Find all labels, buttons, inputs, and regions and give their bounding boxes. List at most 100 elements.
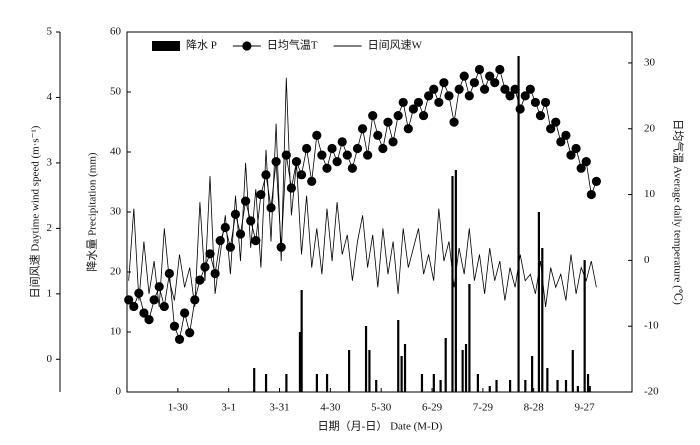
temp-marker bbox=[444, 91, 454, 101]
temp-marker bbox=[185, 328, 195, 338]
precip-axis-title: 降水量 Precipitation (mm) bbox=[85, 152, 99, 271]
precip-bar bbox=[400, 356, 403, 392]
temp-marker bbox=[363, 150, 373, 160]
temp-marker bbox=[251, 236, 261, 246]
temp-marker bbox=[195, 275, 205, 285]
x-tick-label: 4-30 bbox=[320, 402, 341, 414]
temp-marker bbox=[566, 150, 576, 160]
precip-bar bbox=[364, 326, 368, 392]
temp-marker bbox=[546, 124, 556, 134]
wind-axis-title: 日间风速 Daytime wind speed (m·s⁻¹) bbox=[29, 125, 42, 298]
legend-marker bbox=[242, 41, 252, 51]
y3-tick-label: 0 bbox=[47, 353, 53, 365]
temp-marker bbox=[510, 84, 520, 94]
precip-bar bbox=[476, 374, 479, 392]
legend-label: 日间风速W bbox=[368, 39, 423, 52]
temp-marker bbox=[307, 176, 317, 186]
temp-marker bbox=[393, 110, 403, 121]
temp-marker bbox=[271, 157, 281, 167]
temp-marker bbox=[139, 308, 149, 318]
temp-marker bbox=[378, 143, 388, 154]
temp-marker bbox=[332, 157, 342, 167]
temp-marker bbox=[347, 163, 357, 173]
y-tick-label: 0 bbox=[116, 386, 122, 398]
temp-marker bbox=[317, 150, 327, 160]
temp-marker bbox=[485, 71, 495, 81]
precip-bar bbox=[464, 344, 468, 392]
legend-label: 降水 P bbox=[186, 38, 217, 52]
temp-marker bbox=[383, 117, 393, 127]
temp-marker bbox=[439, 78, 449, 88]
precip-bar bbox=[461, 350, 464, 392]
precip-bar bbox=[439, 380, 442, 392]
temp-marker bbox=[591, 176, 602, 186]
temp-marker bbox=[225, 242, 235, 252]
precip-bar bbox=[556, 380, 559, 392]
legend-swatch bbox=[152, 41, 180, 51]
precip-bar bbox=[347, 350, 351, 392]
y3-tick-label: 3 bbox=[47, 156, 53, 168]
y-tick-label: 30 bbox=[110, 206, 122, 218]
temp-marker bbox=[144, 315, 154, 325]
temp-marker bbox=[408, 104, 418, 114]
plot-frame bbox=[126, 31, 633, 393]
temp-marker bbox=[561, 130, 571, 140]
temp-marker bbox=[474, 64, 485, 75]
temp-marker bbox=[535, 110, 546, 121]
temp-marker bbox=[551, 117, 561, 127]
temp-marker bbox=[205, 249, 215, 259]
x-tick-label: 9-27 bbox=[574, 402, 595, 414]
temp-marker bbox=[515, 104, 525, 114]
temp-marker bbox=[413, 97, 424, 108]
temp-marker bbox=[429, 84, 439, 94]
precip-bar bbox=[403, 344, 407, 392]
temp-marker bbox=[464, 91, 474, 101]
temp-marker bbox=[124, 295, 134, 305]
precip-bar bbox=[432, 374, 435, 392]
temp-marker bbox=[302, 143, 312, 154]
x-tick-label: 6-29 bbox=[422, 402, 443, 414]
x-tick-label: 5-30 bbox=[371, 402, 392, 414]
temp-marker bbox=[479, 84, 490, 94]
temp-marker bbox=[149, 295, 159, 305]
precip-bar bbox=[454, 170, 457, 392]
temp-marker bbox=[424, 91, 434, 101]
y-tick-label: 60 bbox=[110, 26, 122, 38]
precip-bar bbox=[571, 350, 574, 392]
precip-bar bbox=[300, 290, 303, 392]
temp-marker bbox=[327, 143, 337, 154]
temp-marker bbox=[164, 268, 174, 279]
temp-marker bbox=[505, 91, 515, 101]
temp-marker bbox=[490, 78, 500, 88]
precip-bar bbox=[541, 248, 544, 392]
y3-tick-label: 2 bbox=[47, 222, 53, 234]
precip-bar bbox=[588, 386, 591, 392]
temp-marker bbox=[342, 150, 352, 160]
temp-marker bbox=[403, 124, 413, 134]
temp-marker bbox=[571, 143, 581, 154]
y-tick-label: 50 bbox=[110, 86, 122, 98]
legend-label: 日均气温T bbox=[267, 38, 318, 52]
y-tick-label: 20 bbox=[110, 266, 122, 278]
precip-bar bbox=[531, 356, 534, 392]
y2-tick-label: 20 bbox=[644, 122, 656, 134]
temp-marker bbox=[530, 97, 541, 108]
precip-bar bbox=[325, 374, 329, 392]
temp-marker bbox=[174, 334, 185, 344]
temp-marker bbox=[296, 170, 307, 180]
precip-bar bbox=[420, 374, 424, 392]
precip-bar bbox=[546, 368, 549, 392]
precip-bar bbox=[397, 320, 400, 392]
y3-tick-label: 5 bbox=[47, 26, 53, 38]
temp-marker bbox=[291, 157, 302, 167]
temp-marker bbox=[520, 91, 530, 101]
temp-marker bbox=[449, 117, 459, 127]
temp-marker bbox=[454, 84, 464, 94]
precip-bar bbox=[444, 338, 447, 392]
precip-bar bbox=[517, 56, 520, 392]
x-tick-label: 3-1 bbox=[221, 402, 236, 414]
temp-marker bbox=[159, 301, 169, 312]
temp-marker bbox=[256, 189, 266, 200]
temp-marker bbox=[495, 64, 505, 75]
